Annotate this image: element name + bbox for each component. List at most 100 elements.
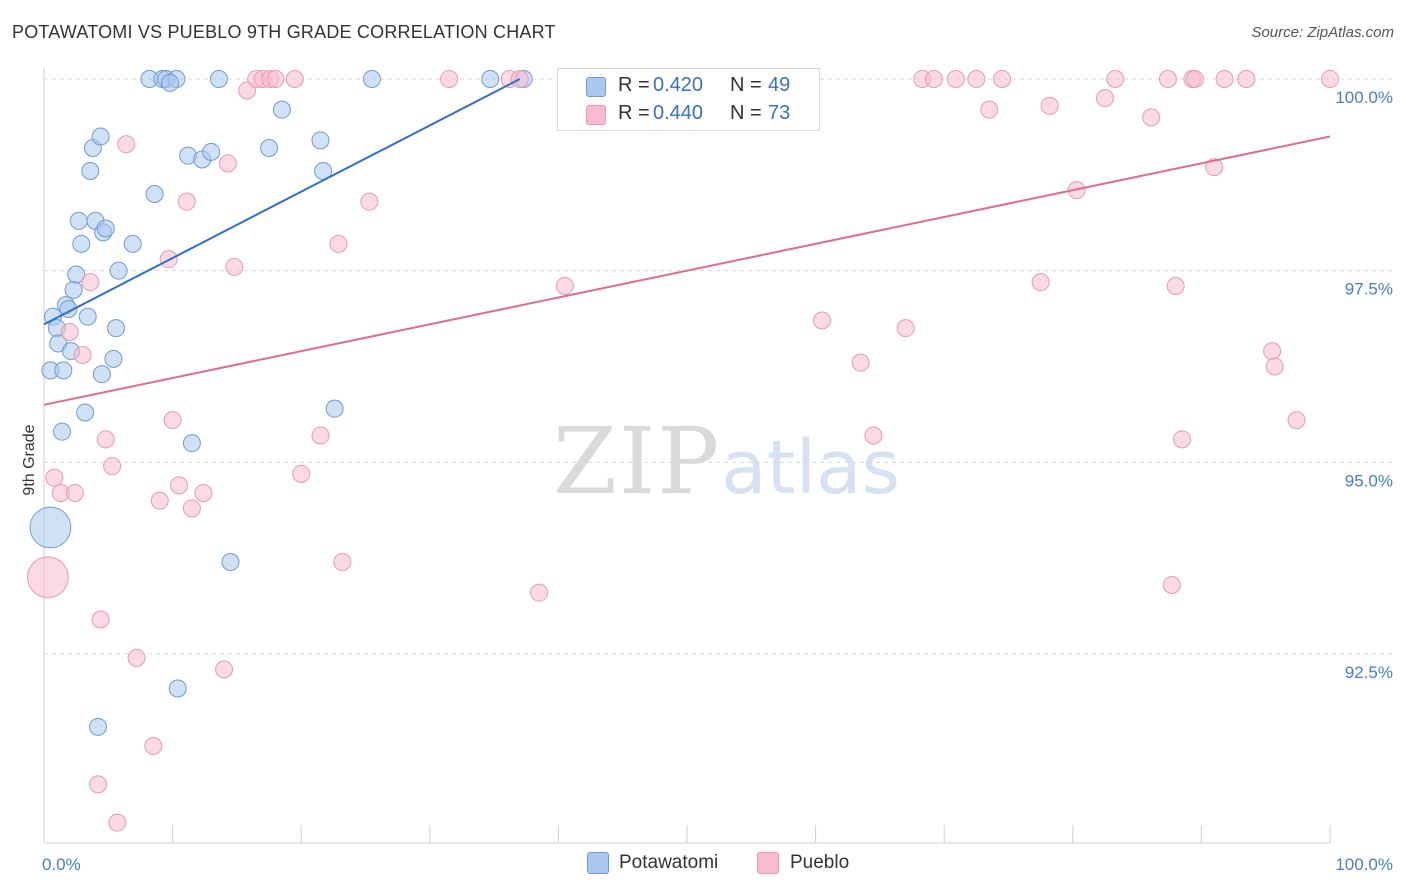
data-point-pueblo bbox=[150, 491, 169, 510]
data-point-potawatomi bbox=[96, 219, 115, 238]
data-point-pueblo bbox=[103, 457, 122, 476]
chart-title: POTAWATOMI VS PUEBLO 9TH GRADE CORRELATI… bbox=[12, 22, 556, 42]
data-point-pueblo bbox=[177, 192, 196, 211]
data-point-pueblo bbox=[60, 323, 79, 341]
data-point-pueblo bbox=[73, 346, 92, 364]
r-value: 0.420 bbox=[653, 74, 704, 96]
data-point-potawatomi bbox=[54, 361, 73, 380]
data-point-potawatomi bbox=[168, 679, 187, 698]
data-point-potawatomi bbox=[104, 349, 123, 368]
trend-line-pueblo bbox=[43, 135, 1331, 406]
data-point-pueblo bbox=[215, 660, 234, 679]
r-value: 0.440 bbox=[653, 102, 704, 124]
data-point-pueblo bbox=[967, 70, 986, 88]
data-point-potawatomi bbox=[92, 365, 111, 384]
data-point-pueblo bbox=[851, 353, 870, 372]
points-layer bbox=[26, 70, 1339, 832]
data-point-pueblo bbox=[311, 426, 330, 445]
data-point-pueblo bbox=[1321, 70, 1339, 88]
data-point-pueblo bbox=[1287, 411, 1306, 430]
data-point-pueblo bbox=[1142, 108, 1161, 127]
data-point-pueblo bbox=[1173, 430, 1192, 449]
data-point-pueblo bbox=[333, 553, 352, 571]
data-point-potawatomi bbox=[76, 403, 95, 422]
data-point-pueblo bbox=[170, 476, 189, 495]
data-point-pueblo bbox=[1158, 70, 1177, 88]
x-tick-label: 100.0% bbox=[1335, 855, 1393, 874]
series-legend: Potawatomi Pueblo bbox=[0, 850, 1406, 880]
tick-label-layer: 100.0% 97.5% 95.0% 92.5% 0.0% 100.0% bbox=[42, 88, 1393, 874]
data-point-pueblo bbox=[26, 556, 69, 599]
stats-row-potawatomi: R = 0.420 N = 49 bbox=[558, 72, 819, 100]
y-tick-label: 97.5% bbox=[1345, 280, 1393, 299]
data-point-pueblo bbox=[440, 70, 459, 88]
data-point-pueblo bbox=[127, 648, 146, 667]
watermark-zip: ZIP bbox=[553, 408, 722, 515]
data-point-pueblo bbox=[1215, 70, 1234, 88]
data-point-pueblo bbox=[1166, 277, 1185, 295]
data-point-potawatomi bbox=[362, 70, 381, 88]
n-value: 49 bbox=[768, 74, 791, 96]
data-point-pueblo bbox=[813, 311, 832, 330]
legend-label-potawatomi: Potawatomi bbox=[619, 852, 719, 873]
data-point-pueblo bbox=[896, 319, 915, 338]
data-point-pueblo bbox=[1040, 96, 1059, 115]
data-point-potawatomi bbox=[209, 70, 228, 88]
data-point-potawatomi bbox=[64, 280, 83, 299]
data-point-pueblo bbox=[144, 737, 163, 755]
data-point-pueblo bbox=[91, 610, 110, 629]
r-label: R = bbox=[618, 74, 650, 96]
data-point-potawatomi bbox=[29, 506, 72, 549]
data-point-pueblo bbox=[65, 484, 84, 502]
legend-swatch-pueblo bbox=[757, 852, 779, 874]
trend-layer bbox=[43, 78, 1331, 406]
data-point-pueblo bbox=[182, 499, 201, 518]
y-tick-label: 92.5% bbox=[1345, 663, 1393, 682]
r-label: R = bbox=[618, 102, 650, 124]
n-label: N = bbox=[730, 74, 762, 96]
data-point-potawatomi bbox=[481, 70, 500, 88]
data-point-pueblo bbox=[96, 430, 115, 449]
data-point-pueblo bbox=[292, 464, 311, 483]
data-point-potawatomi bbox=[78, 307, 97, 326]
data-point-pueblo bbox=[45, 468, 64, 487]
n-label: N = bbox=[730, 102, 762, 124]
axis-layer bbox=[43, 68, 1331, 844]
potawatomi-swatch bbox=[586, 77, 606, 97]
data-point-pueblo bbox=[1265, 357, 1284, 376]
data-point-potawatomi bbox=[123, 234, 142, 253]
data-point-potawatomi bbox=[72, 234, 91, 253]
data-point-pueblo bbox=[1162, 576, 1181, 594]
data-point-pueblo bbox=[1095, 89, 1114, 108]
n-value: 73 bbox=[768, 102, 791, 124]
data-point-pueblo bbox=[329, 234, 348, 253]
data-point-pueblo bbox=[360, 192, 379, 211]
data-point-potawatomi bbox=[53, 422, 72, 441]
data-point-pueblo bbox=[924, 70, 943, 88]
data-point-pueblo bbox=[108, 813, 127, 832]
data-point-potawatomi bbox=[89, 717, 108, 736]
data-point-pueblo bbox=[266, 70, 285, 88]
y-tick-label: 95.0% bbox=[1345, 471, 1393, 490]
legend-label-pueblo: Pueblo bbox=[790, 852, 850, 873]
data-point-pueblo bbox=[1263, 342, 1282, 361]
trend-line-potawatomi bbox=[43, 78, 521, 326]
data-point-pueblo bbox=[225, 257, 244, 276]
data-point-potawatomi bbox=[91, 127, 110, 146]
data-point-potawatomi bbox=[202, 142, 221, 161]
pueblo-swatch bbox=[586, 105, 606, 125]
data-point-pueblo bbox=[89, 775, 108, 794]
legend-swatch-potawatomi bbox=[587, 852, 609, 874]
data-point-pueblo bbox=[1237, 70, 1256, 88]
stats-row-pueblo: R = 0.440 N = 73 bbox=[558, 100, 819, 128]
data-point-potawatomi bbox=[311, 131, 330, 150]
y-tick-label: 100.0% bbox=[1335, 88, 1393, 107]
data-point-potawatomi bbox=[182, 434, 201, 453]
data-point-pueblo bbox=[194, 484, 213, 502]
x-tick-label: 0.0% bbox=[42, 855, 81, 874]
data-point-pueblo bbox=[218, 154, 237, 173]
data-point-pueblo bbox=[1031, 273, 1050, 292]
data-point-pueblo bbox=[117, 135, 136, 154]
data-point-potawatomi bbox=[69, 211, 88, 230]
